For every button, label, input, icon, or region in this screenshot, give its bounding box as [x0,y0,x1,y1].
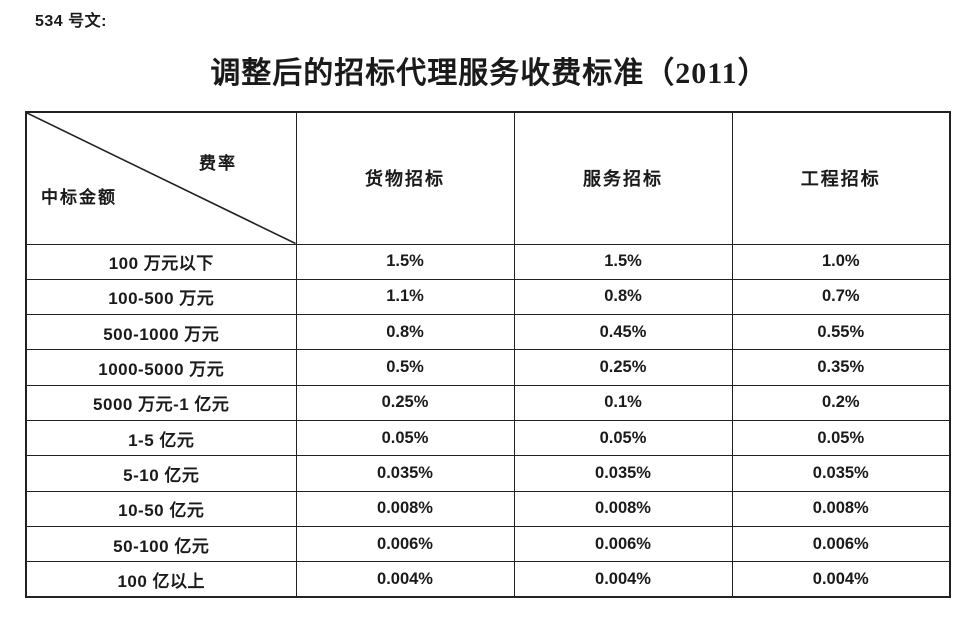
column-header-services: 服务招标 [513,111,733,245]
row-label-cell: 50-100 亿元 [25,525,297,563]
fee-value-cell: 1.5% [513,243,733,280]
fee-value-cell: 0.7% [731,278,951,316]
row-label-cell: 5-10 亿元 [25,455,297,492]
fee-value-cell: 0.05% [513,419,733,457]
fee-value-cell: 0.006% [295,525,515,563]
row-label-cell: 500-1000 万元 [25,314,297,351]
row-label-cell: 1-5 亿元 [25,419,297,457]
row-label-cell: 100-500 万元 [25,278,297,316]
fee-value-cell: 0.8% [513,278,733,316]
fee-standard-table: 费率 中标金额 货物招标 服务招标 工程招标 100 万元以下 1.5% 1.5… [25,111,951,598]
fee-value-cell: 0.004% [513,561,733,598]
table-row: 100 亿以上 0.004% 0.004% 0.004% [25,561,951,598]
row-label-cell: 5000 万元-1 亿元 [25,384,297,421]
row-label-cell: 100 万元以下 [25,243,297,280]
fee-value-cell: 0.006% [731,525,951,563]
column-header-goods: 货物招标 [295,111,515,245]
table-row: 100 万元以下 1.5% 1.5% 1.0% [25,243,951,280]
table-row: 10-50 亿元 0.008% 0.008% 0.008% [25,490,951,527]
fee-value-cell: 1.5% [295,243,515,280]
table-row: 5-10 亿元 0.035% 0.035% 0.035% [25,455,951,492]
fee-value-cell: 0.05% [295,419,515,457]
fee-value-cell: 0.035% [731,455,951,492]
fee-value-cell: 0.004% [731,561,951,598]
table-row: 1000-5000 万元 0.5% 0.25% 0.35% [25,349,951,386]
corner-header-cell: 费率 中标金额 [25,111,297,245]
fee-value-cell: 0.006% [513,525,733,563]
corner-label-bid-amount: 中标金额 [41,188,117,207]
fee-value-cell: 0.05% [731,419,951,457]
table-row: 100-500 万元 1.1% 0.8% 0.7% [25,278,951,316]
table-row: 500-1000 万元 0.8% 0.45% 0.55% [25,314,951,351]
table-row: 5000 万元-1 亿元 0.25% 0.1% 0.2% [25,384,951,421]
row-label-cell: 10-50 亿元 [25,490,297,527]
header-row: 费率 中标金额 货物招标 服务招标 工程招标 [25,111,951,245]
fee-value-cell: 0.55% [731,314,951,351]
row-label-cell: 100 亿以上 [25,561,297,598]
fee-value-cell: 0.1% [513,384,733,421]
fee-value-cell: 0.008% [731,490,951,527]
fee-value-cell: 0.008% [295,490,515,527]
fee-value-cell: 0.035% [295,455,515,492]
fee-value-cell: 1.0% [731,243,951,280]
fee-value-cell: 0.35% [731,349,951,386]
fee-value-cell: 0.035% [513,455,733,492]
fee-value-cell: 0.2% [731,384,951,421]
fee-value-cell: 0.25% [295,384,515,421]
corner-label-fee-rate: 费率 [199,154,237,173]
fee-value-cell: 0.008% [513,490,733,527]
fee-value-cell: 0.45% [513,314,733,351]
page-title: 调整后的招标代理服务收费标准（2011） [210,57,769,90]
diagonal-divider-line [27,113,295,243]
fee-value-cell: 1.1% [295,278,515,316]
table-row: 1-5 亿元 0.05% 0.05% 0.05% [25,419,951,457]
column-header-engineering: 工程招标 [731,111,951,245]
fee-value-cell: 0.25% [513,349,733,386]
doc-number-label: 534 号文: [35,13,107,30]
table-row: 50-100 亿元 0.006% 0.006% 0.006% [25,525,951,563]
fee-value-cell: 0.5% [295,349,515,386]
fee-value-cell: 0.8% [295,314,515,351]
fee-value-cell: 0.004% [295,561,515,598]
row-label-cell: 1000-5000 万元 [25,349,297,386]
